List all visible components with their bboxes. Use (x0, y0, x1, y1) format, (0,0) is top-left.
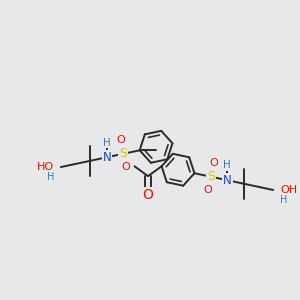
Text: S: S (207, 170, 215, 183)
Text: H: H (47, 172, 54, 182)
Text: O: O (204, 185, 212, 195)
Text: H: H (224, 160, 231, 170)
Text: O: O (209, 158, 218, 168)
Text: N: N (223, 174, 232, 187)
Text: H: H (280, 195, 287, 205)
Text: O: O (142, 188, 154, 202)
Text: O: O (122, 162, 130, 172)
Text: OH: OH (280, 185, 297, 195)
Text: HO: HO (37, 162, 54, 172)
Text: N: N (103, 151, 111, 164)
Text: H: H (103, 137, 111, 148)
Text: S: S (119, 147, 127, 160)
Text: O: O (116, 135, 125, 145)
